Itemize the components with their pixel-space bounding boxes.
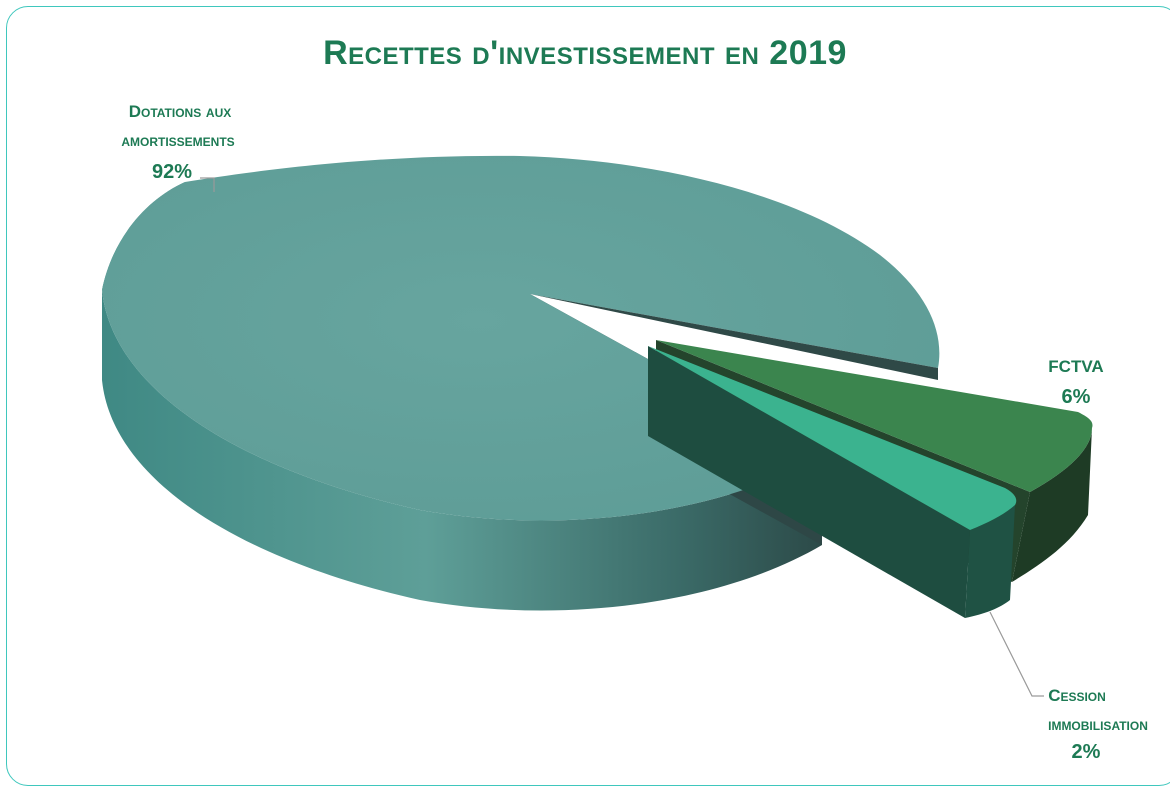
slice-dotations-wedge-shadow <box>530 294 938 380</box>
label-dotations-percent: 92% <box>152 161 192 183</box>
slice-cession-top <box>648 346 1017 530</box>
label-cession-percent: 2% <box>1072 741 1101 762</box>
label-dotations-line1: Dotations aux <box>129 102 232 121</box>
slice-fctva-side <box>1012 428 1092 582</box>
label-cession-line1: Cession <box>1048 686 1106 705</box>
leader-line-cession <box>989 611 1044 697</box>
label-cession-line2: immobilisation <box>1048 715 1148 734</box>
slice-cession-side <box>965 505 1015 618</box>
slice-fctva-top <box>656 340 1093 492</box>
label-dotations-line2: amortissements <box>121 131 234 150</box>
leader-line-dotations <box>200 177 215 192</box>
label-fctva-percent: 6% <box>1062 386 1091 408</box>
chart-title: Recettes d'investissement en 2019 <box>323 34 847 72</box>
slice-cession-cut <box>648 346 970 618</box>
pie-chart: Dotations aux amortissements 92% FCTVA 6… <box>102 102 1148 762</box>
slice-dotations-side <box>102 182 822 611</box>
label-fctva: FCTVA <box>1048 357 1103 376</box>
slice-cession <box>648 346 1017 618</box>
